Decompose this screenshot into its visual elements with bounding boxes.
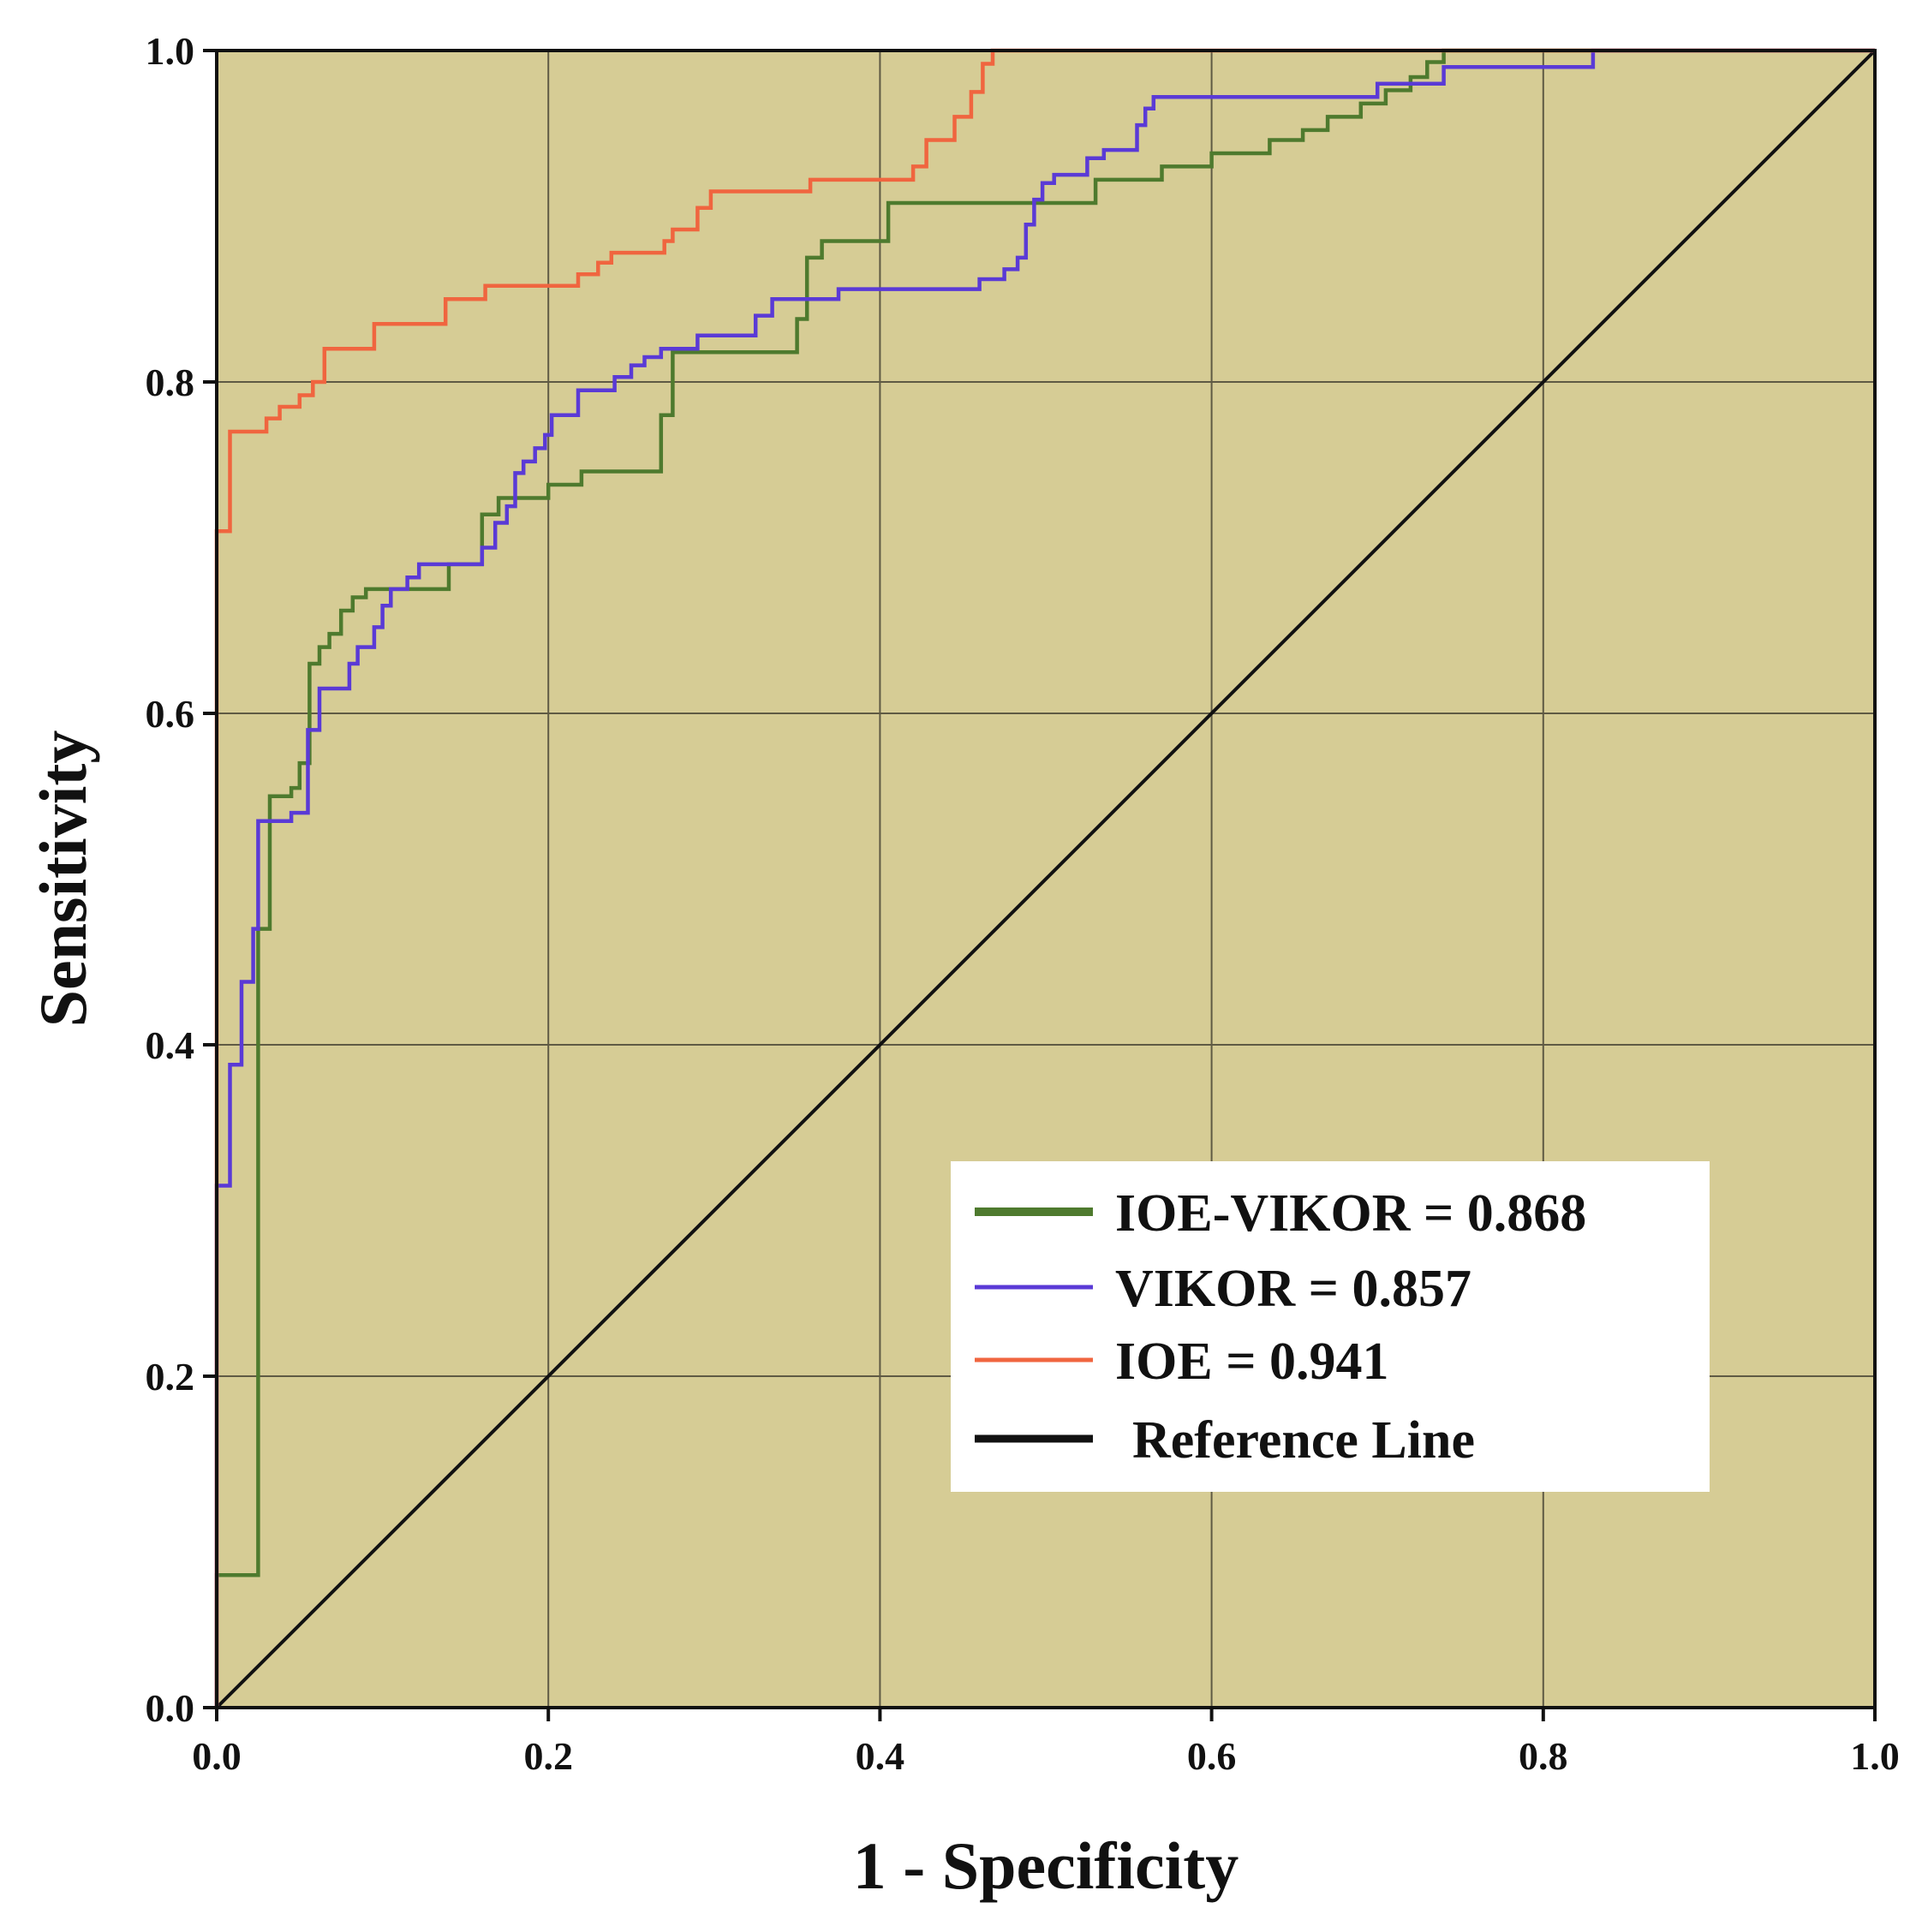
x-tick-label: 1.0 — [1850, 1734, 1900, 1778]
series-layer — [214, 48, 1877, 1709]
x-tick-label: 0.8 — [1519, 1734, 1568, 1778]
x-tick-label: 0.4 — [856, 1734, 905, 1778]
legend-label-reference-line: Reference Line — [1132, 1411, 1475, 1470]
y-axis-title: Sensitivity — [26, 730, 100, 1028]
series-line-reference-line — [215, 49, 1877, 1709]
y-tick-label: 0.8 — [146, 361, 195, 404]
y-tick-label: 0.0 — [146, 1686, 195, 1730]
x-tick-label: 0.0 — [192, 1734, 242, 1778]
grid — [217, 51, 1875, 1708]
y-tick-label: 0.2 — [146, 1355, 195, 1398]
legend: IOE-VIKOR = 0.868 VIKOR = 0.857 IOE = 0.94… — [951, 1161, 1710, 1492]
series-line-ioe-vikor — [214, 48, 1875, 1708]
x-tick-label: 0.2 — [523, 1734, 573, 1778]
x-axis-title: 1 - Specificity — [853, 1828, 1239, 1903]
y-tick-label: 0.4 — [146, 1023, 195, 1067]
x-tick-label: 0.6 — [1187, 1734, 1237, 1778]
plot-frame — [215, 49, 1877, 1709]
legend-label-vikor: VIKOR = 0.857 — [1115, 1260, 1471, 1318]
series-line-ioe — [214, 48, 1875, 1708]
ticks: 0.0 0.2 0.4 0.6 0.8 1.0 0.0 0.2 0.4 0.6 0.8 1.0 — [146, 29, 1900, 1778]
y-tick-label: 0.6 — [146, 692, 195, 736]
legend-label-ioe: IOE = 0.941 — [1115, 1333, 1389, 1391]
series-line-vikor — [214, 48, 1875, 1708]
y-tick-label: 1.0 — [146, 29, 195, 73]
legend-label-ioe-vikor: IOE-VIKOR = 0.868 — [1115, 1184, 1586, 1243]
